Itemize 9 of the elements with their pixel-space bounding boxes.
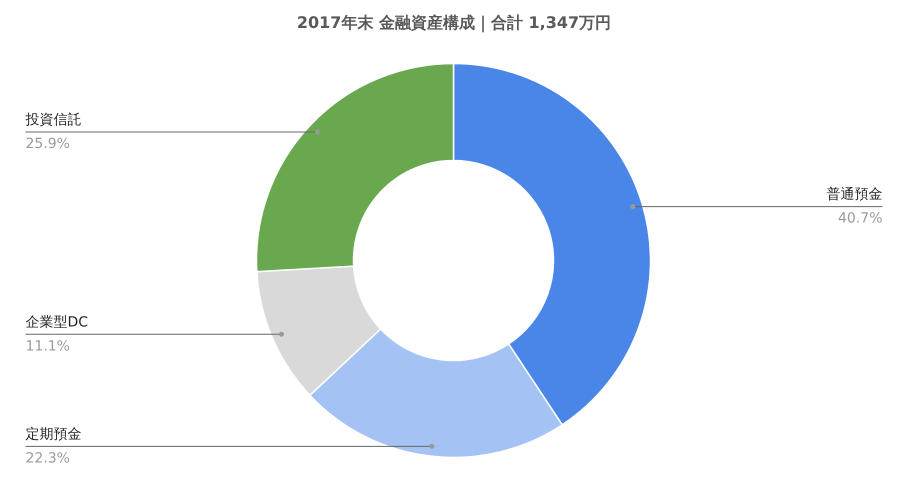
slice-label: 企業型DC bbox=[26, 314, 88, 330]
data-label: 40.7% bbox=[838, 210, 883, 227]
slice-label: 定期預金 bbox=[26, 426, 82, 442]
data-label: 11.1% bbox=[26, 338, 70, 354]
data-label: 25.9% bbox=[26, 136, 70, 152]
chart-title: 2017年末 金融資産構成｜合計 1,347万円 bbox=[296, 13, 612, 33]
slice-label: 普通預金 bbox=[826, 186, 882, 203]
slice-label: 投資信託 bbox=[24, 112, 82, 128]
data-label: 22.3% bbox=[26, 450, 70, 466]
